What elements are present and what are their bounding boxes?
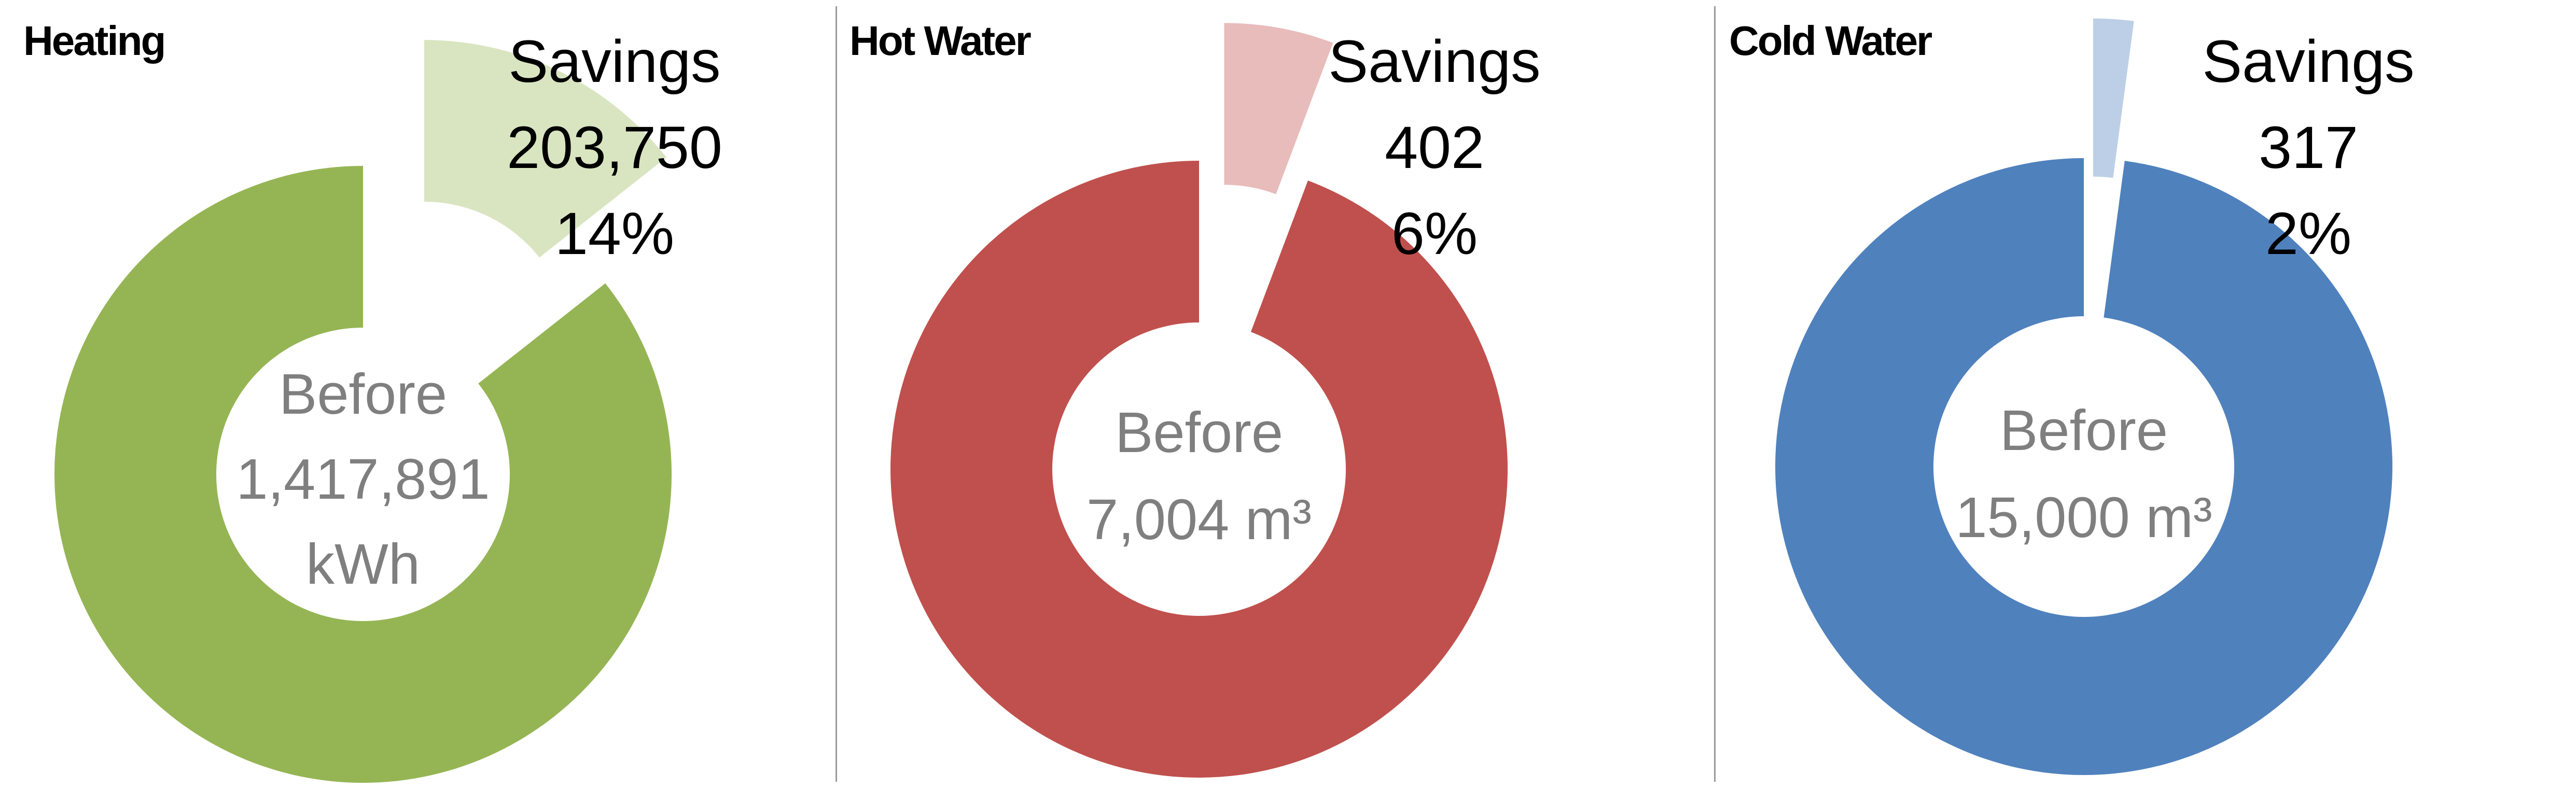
donut-slices bbox=[54, 40, 672, 783]
center-label-line2: 15,000 m³ bbox=[1955, 486, 2212, 550]
savings-percent: 2% bbox=[2265, 201, 2351, 267]
donut-slice-savings-exploded bbox=[2093, 18, 2134, 178]
savings-label: Savings bbox=[1328, 29, 1540, 95]
center-label-line1: Before bbox=[2000, 399, 2168, 462]
donut-chart-hot-water: Hot Water Savings 402 6% Before 7,004 m³ bbox=[850, 18, 1541, 778]
chart-title: Hot Water bbox=[850, 18, 1031, 64]
savings-value: 317 bbox=[2259, 115, 2358, 181]
center-label-line1: Before bbox=[279, 362, 447, 426]
donut-chart-cold-water: Cold Water Savings 317 2% Before 15,000 … bbox=[1729, 18, 2415, 776]
panel-divider-1 bbox=[836, 6, 837, 782]
chart-panel-cold-water: Cold Water Savings 317 2% Before 15,000 … bbox=[1715, 0, 2576, 788]
panel-divider-2 bbox=[1714, 6, 1716, 782]
savings-label: Savings bbox=[2202, 29, 2414, 95]
savings-label: Savings bbox=[508, 29, 720, 95]
donut-slice-before bbox=[890, 161, 1508, 778]
chart-panel-hot-water: Hot Water Savings 402 6% Before 7,004 m³ bbox=[836, 0, 1715, 788]
chart-title: Cold Water bbox=[1729, 18, 1932, 64]
savings-percent: 14% bbox=[555, 201, 674, 267]
donut-slices bbox=[890, 23, 1508, 778]
center-label-line1: Before bbox=[1115, 401, 1283, 465]
savings-value: 402 bbox=[1385, 115, 1484, 181]
center-label-line3: kWh bbox=[306, 532, 420, 596]
donut-slice-savings-exploded bbox=[424, 40, 666, 258]
donut-slice-before bbox=[54, 166, 672, 783]
donut-slice-before bbox=[1775, 158, 2392, 776]
chart-title: Heating bbox=[23, 18, 164, 64]
donut-slice-savings-exploded bbox=[1224, 23, 1333, 194]
chart-panel-heating: Heating Savings 203,750 14% Before 1,417… bbox=[0, 0, 836, 788]
donut-slices bbox=[1775, 18, 2392, 776]
savings-value: 203,750 bbox=[507, 115, 722, 181]
center-label-line2: 7,004 m³ bbox=[1087, 488, 1312, 552]
center-label-line2: 1,417,891 bbox=[236, 447, 490, 511]
donut-chart-heating: Heating Savings 203,750 14% Before 1,417… bbox=[23, 18, 722, 783]
savings-percent: 6% bbox=[1391, 201, 1478, 267]
